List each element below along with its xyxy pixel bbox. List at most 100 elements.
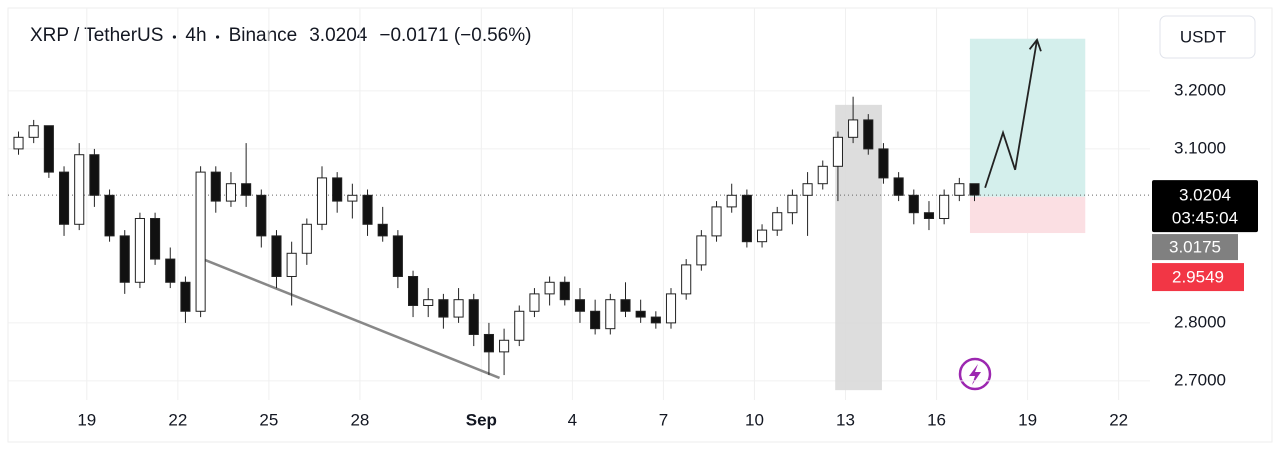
candle-body [681,264,692,295]
candle-body [802,183,813,196]
projection-arrow [984,39,1038,189]
candle-body [772,212,783,231]
candle-body [514,310,525,341]
candle-body [241,183,252,196]
header-last: 3.0204 [309,25,368,46]
highlight-zone [835,104,882,391]
candle-body [195,171,206,312]
candle-body [954,183,965,196]
x-tick-label: Sep [466,410,497,429]
candle-body [878,148,889,179]
candle-body [150,217,161,260]
candle-body [28,125,39,138]
header-exchange: Binance [229,25,298,46]
x-tick-label: 22 [1109,410,1128,429]
candle-body [286,252,297,277]
header-change: −0.0171 (−0.56%) [379,25,531,46]
candle-body [574,299,586,312]
x-tick-label: 25 [259,410,278,429]
candle-body [256,194,267,237]
candle-body [483,333,494,353]
candle-body [453,299,464,318]
candle-body [134,217,145,283]
candle-body [362,194,373,225]
x-tick-label: 7 [659,410,668,429]
arrow-head [1028,38,1042,52]
x-tick-label: 4 [568,410,577,429]
candle-body [908,194,919,214]
candle-body [817,165,828,185]
candle-body [665,293,677,324]
candle-body [13,136,24,150]
candle-body [787,194,798,214]
candle-body [848,119,859,138]
candle-body [43,125,54,173]
entry-price-box [1152,234,1238,261]
separator-dot [172,35,177,39]
y-tick-label: 3.1000 [1174,138,1226,157]
x-tick-label: 16 [927,410,946,429]
candle-body [863,119,874,150]
x-tick-label: 28 [350,410,369,429]
currency-button[interactable] [1159,15,1256,59]
candle-body [119,235,130,283]
y-tick-label: 2.7000 [1174,370,1226,389]
candle-body [893,177,904,196]
candle-body [620,299,631,312]
y-tick-label: 3.2000 [1174,80,1226,99]
candle-body [635,310,646,318]
candle-body [392,235,403,277]
candle-body [301,223,312,254]
stop-price-label: 2.9549 [1172,268,1224,287]
x-tick-label: 19 [1018,410,1037,429]
currency[interactable]: USDT [1180,27,1226,46]
candle-body [438,299,449,318]
candle-body [529,293,540,312]
separator-dot [215,35,220,39]
candle-body [605,299,616,330]
header: XRP / TetherUS 4h Binance 3.0204 −0.0171 (−0… [30,25,531,46]
candle-body [832,136,843,167]
chart-frame [7,7,1273,443]
candle-body [544,281,555,295]
x-tick-label: 19 [77,410,96,429]
candle-body [316,177,328,225]
candle-body [407,275,419,306]
candle-body [590,310,601,330]
candle-body [271,235,282,277]
candle-body [650,316,661,324]
lightning-icon[interactable] [958,357,992,391]
candle-body [969,183,980,196]
candle-body [89,154,100,196]
x-tick-label: 10 [745,410,764,429]
candle-body [468,299,479,335]
candle-body [210,171,221,202]
candle-body [74,154,85,225]
candle-body [757,229,768,243]
header-symbol: XRP / TetherUS [30,25,163,46]
candle-body [332,177,343,202]
x-tick-label: 22 [168,410,187,429]
candle-body [711,206,722,237]
candle-body [499,339,510,353]
trendline [202,257,501,380]
candle-body [726,194,737,208]
candle-body [347,194,358,202]
countdown-label: 03:45:04 [1172,209,1238,228]
last-price-box [1152,180,1258,233]
candle-body [377,223,388,237]
entry-price-label: 3.0175 [1169,238,1221,257]
candle-body [923,212,935,219]
loss-zone [969,196,1086,234]
last-price-label: 3.0204 [1179,186,1231,205]
candle-body [423,299,434,306]
candle-body [165,258,176,283]
candle-body [104,194,115,237]
candle-body [180,281,191,312]
candle-body [939,194,950,219]
header-interval: 4h [185,25,206,46]
candle-body [741,194,752,243]
candle-body [696,235,707,266]
y-tick-label: 2.8000 [1174,312,1226,331]
candle-body [559,281,570,301]
